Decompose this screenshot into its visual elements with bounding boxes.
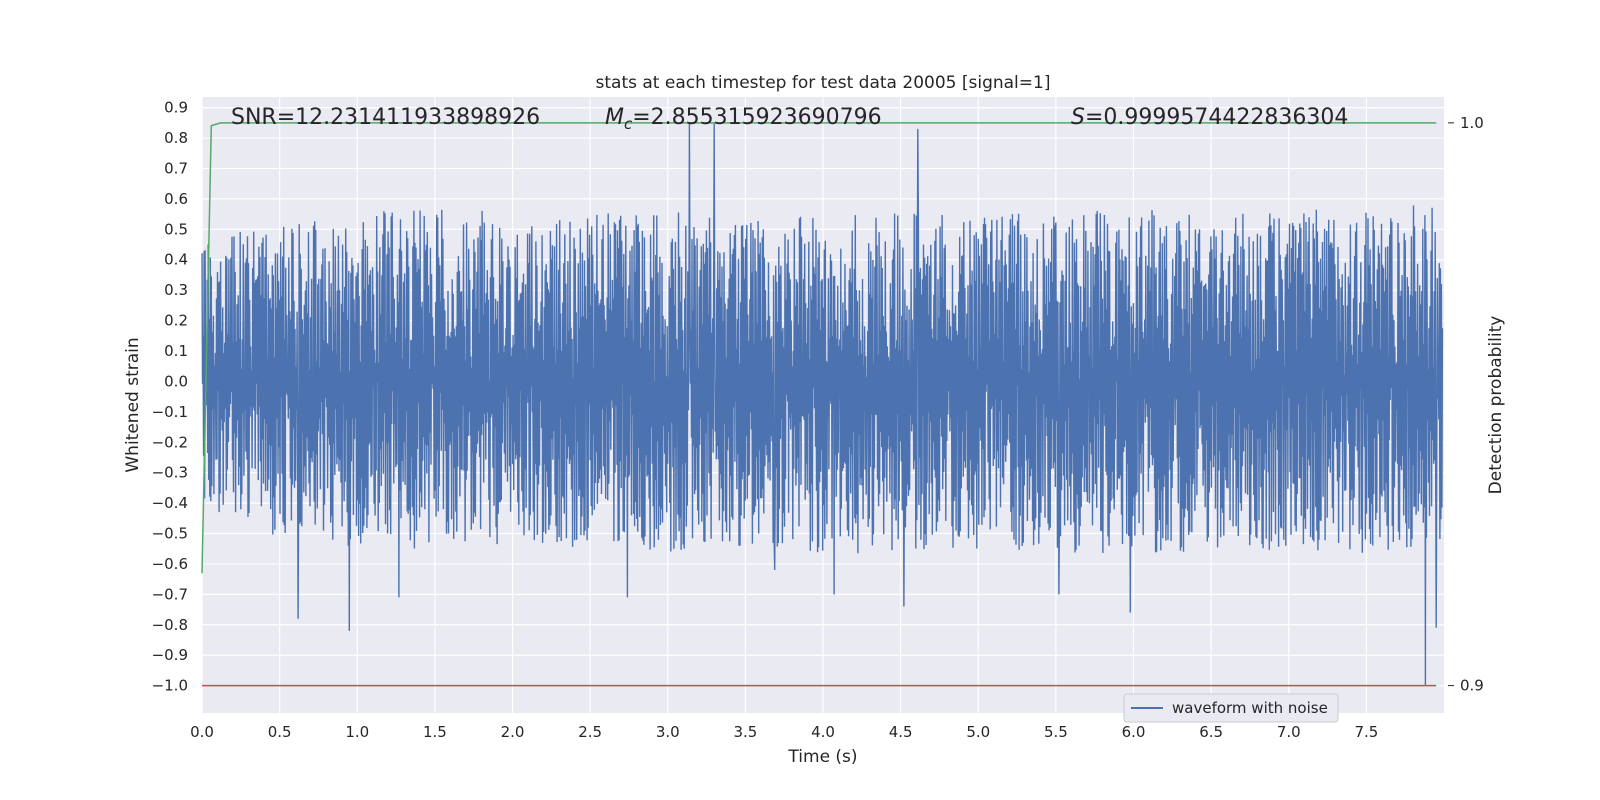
y-tick-label: −0.5 <box>152 525 188 543</box>
legend-entry-waveform: waveform with noise <box>1172 699 1328 717</box>
x-tick-label: 2.0 <box>501 723 525 741</box>
y-tick-label: 0.0 <box>164 372 188 390</box>
y-tick-label: −0.6 <box>152 555 188 573</box>
legend: waveform with noise <box>1123 693 1339 723</box>
y-tick-label: 0.6 <box>164 190 188 208</box>
ticks-layer: 0.0 0.5 1.0 1.5 2.0 2.5 3.0 3.5 4.0 4.5 5.0 5.5 6.0 6… <box>152 99 1484 741</box>
y-tick-label: −0.4 <box>152 494 188 512</box>
y-tick-label: 0.2 <box>164 312 188 330</box>
y-tick-label: 0.4 <box>164 251 188 269</box>
x-tick-label: 6.0 <box>1122 723 1146 741</box>
y-tick-label: −0.8 <box>152 616 188 634</box>
y2-tick-label: 0.9 <box>1460 677 1484 695</box>
snr-annotation: SNR=12.231411933898926 <box>231 105 540 130</box>
x-tick-label: 1.5 <box>423 723 447 741</box>
x-tick-label: 4.0 <box>811 723 835 741</box>
x-tick-label: 7.0 <box>1277 723 1301 741</box>
score-value: =0.9999574422836304 <box>1085 105 1348 130</box>
legend-box <box>1123 693 1339 723</box>
x-tick-label: 1.0 <box>345 723 369 741</box>
x-tick-label: 2.5 <box>578 723 602 741</box>
chirp-mass-symbol: M <box>605 105 624 130</box>
y-tick-label: −0.7 <box>152 585 188 603</box>
score-annotation: S=0.9999574422836304 <box>1071 105 1348 130</box>
x-tick-label: 5.0 <box>966 723 990 741</box>
y-tick-label: −0.3 <box>152 464 188 482</box>
chart-title: stats at each timestep for test data 200… <box>596 73 1051 93</box>
x-tick-label: 3.0 <box>656 723 680 741</box>
y2-axis-label: Detection probability <box>1486 316 1506 495</box>
detection-probability-line <box>201 122 1437 574</box>
chirp-mass-annotation: Mc=2.855315923690796 <box>605 105 882 133</box>
y-tick-label: −1.0 <box>152 677 188 695</box>
chirp-mass-subscript: c <box>624 115 633 133</box>
y2-tick-label: 1.0 <box>1460 114 1484 132</box>
y-tick-label: −0.2 <box>152 433 188 451</box>
x-axis-label: Time (s) <box>787 747 857 767</box>
y-tick-label: 0.8 <box>164 129 188 147</box>
score-symbol: S <box>1071 105 1085 130</box>
y-axis-label: Whitened strain <box>123 337 143 472</box>
y-tick-label: 0.3 <box>164 281 188 299</box>
chirp-mass-value: =2.855315923690796 <box>632 105 881 130</box>
x-tick-label: 6.5 <box>1199 723 1223 741</box>
y-tick-label: −0.9 <box>152 646 188 664</box>
y-tick-label: 0.7 <box>164 159 188 177</box>
y-tick-label: 0.5 <box>164 220 188 238</box>
y-tick-label: −0.1 <box>152 403 188 421</box>
x-tick-label: 0.5 <box>268 723 292 741</box>
x-tick-label: 4.5 <box>889 723 913 741</box>
y-tick-label: 0.9 <box>164 99 188 117</box>
series-layer <box>201 122 1444 687</box>
waveform-line <box>201 122 1444 686</box>
y-tick-label: 0.1 <box>164 342 188 360</box>
x-tick-label: 5.5 <box>1044 723 1068 741</box>
x-tick-label: 3.5 <box>733 723 757 741</box>
x-tick-label: 0.0 <box>190 723 214 741</box>
x-tick-label: 7.5 <box>1354 723 1378 741</box>
